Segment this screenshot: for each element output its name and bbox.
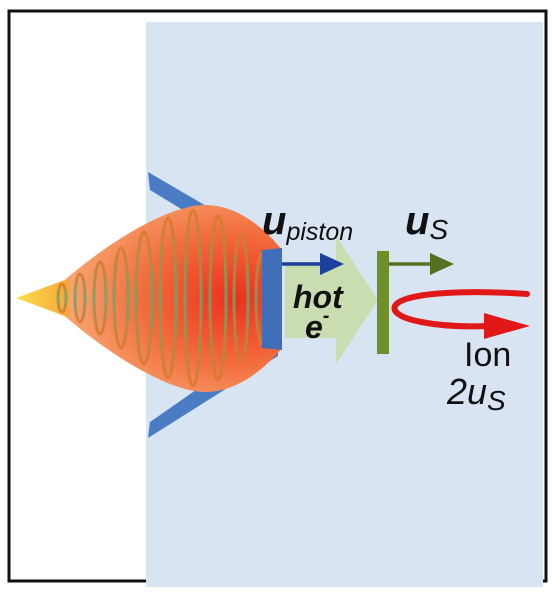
hot-label: hot bbox=[293, 279, 344, 315]
ion-velocity-label: 2uS bbox=[446, 371, 506, 416]
u-piston-main: u bbox=[262, 199, 286, 243]
ion-label: Ion bbox=[464, 336, 511, 374]
ion-velocity-main: 2u bbox=[446, 371, 487, 412]
u-piston-label: upiston bbox=[262, 199, 353, 246]
u-piston-subscript: piston bbox=[285, 218, 353, 246]
electron-main: e bbox=[305, 309, 323, 345]
u-s-subscript: S bbox=[429, 214, 448, 245]
piston-velocity-arrow bbox=[282, 253, 344, 275]
target-surface bbox=[262, 248, 282, 350]
u-s-label: uS bbox=[405, 199, 448, 245]
shock-velocity-arrow bbox=[389, 253, 454, 275]
electron-charge: - bbox=[323, 305, 330, 327]
ion-velocity-subscript: S bbox=[487, 385, 506, 416]
hot-electron-arrow bbox=[285, 236, 378, 364]
u-s-main: u bbox=[405, 199, 429, 243]
shock-front-icon bbox=[377, 251, 389, 354]
electron-label: e- bbox=[305, 305, 330, 345]
ion-arrow bbox=[391, 289, 530, 339]
